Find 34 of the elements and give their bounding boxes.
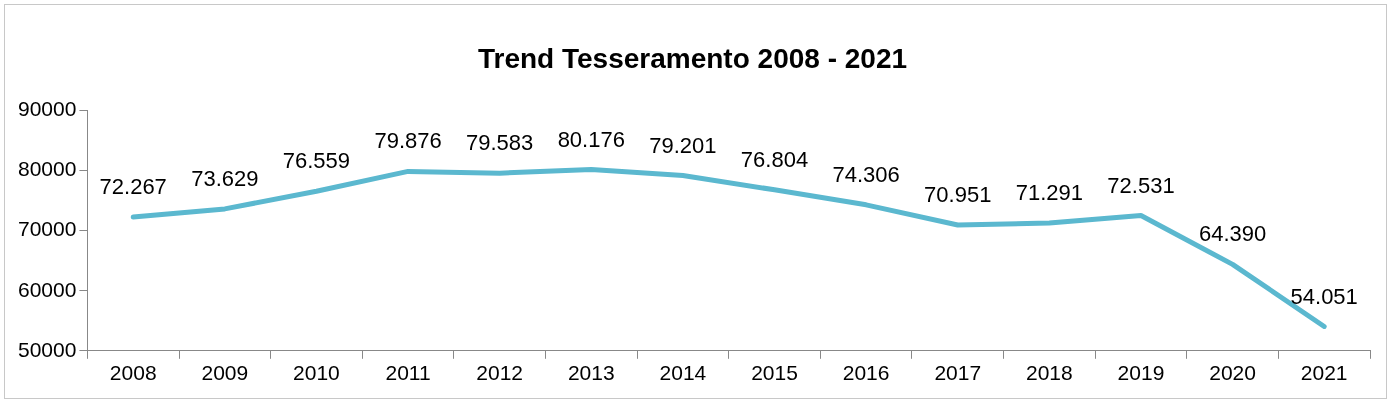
x-tick-label: 2008 <box>109 361 157 385</box>
x-tick-label: 2021 <box>1300 361 1348 385</box>
x-tick-label: 2018 <box>1025 361 1073 385</box>
x-tick-label: 2009 <box>201 361 249 385</box>
data-label: 64.390 <box>1198 221 1267 247</box>
data-label: 80.176 <box>557 126 625 152</box>
x-tick-label: 2013 <box>567 361 615 385</box>
data-label: 72.267 <box>99 174 167 200</box>
x-tick-label: 2011 <box>385 361 431 385</box>
data-label: 54.051 <box>1290 283 1358 309</box>
x-tick-label: 2014 <box>659 361 707 385</box>
x-tick-label: 2017 <box>934 361 982 385</box>
data-label: 79.876 <box>374 128 442 154</box>
data-label: 74.306 <box>832 161 900 187</box>
x-tick-label: 2016 <box>842 361 890 385</box>
data-label: 70.951 <box>924 182 992 208</box>
x-tick-label: 2019 <box>1117 361 1165 385</box>
y-tick-label: 90000 <box>17 97 77 121</box>
data-label: 73.629 <box>191 165 259 191</box>
x-tick-label: 2012 <box>476 361 524 385</box>
y-tick-label: 60000 <box>17 277 77 301</box>
y-tick-label: 80000 <box>17 157 77 181</box>
data-label: 72.531 <box>1107 172 1175 198</box>
data-label: 79.201 <box>649 132 717 158</box>
x-tick-label: 2020 <box>1209 361 1256 385</box>
x-tick-label: 2015 <box>751 361 798 385</box>
y-tick-label: 70000 <box>17 217 77 241</box>
x-tick-label: 2010 <box>293 361 340 385</box>
data-label: 79.583 <box>466 130 534 156</box>
data-label: 76.804 <box>740 146 809 172</box>
data-label: 76.559 <box>282 148 351 174</box>
data-label: 71.291 <box>1015 180 1083 206</box>
chart-title: Trend Tesseramento 2008 - 2021 <box>477 42 908 74</box>
y-tick-label: 50000 <box>17 337 77 361</box>
